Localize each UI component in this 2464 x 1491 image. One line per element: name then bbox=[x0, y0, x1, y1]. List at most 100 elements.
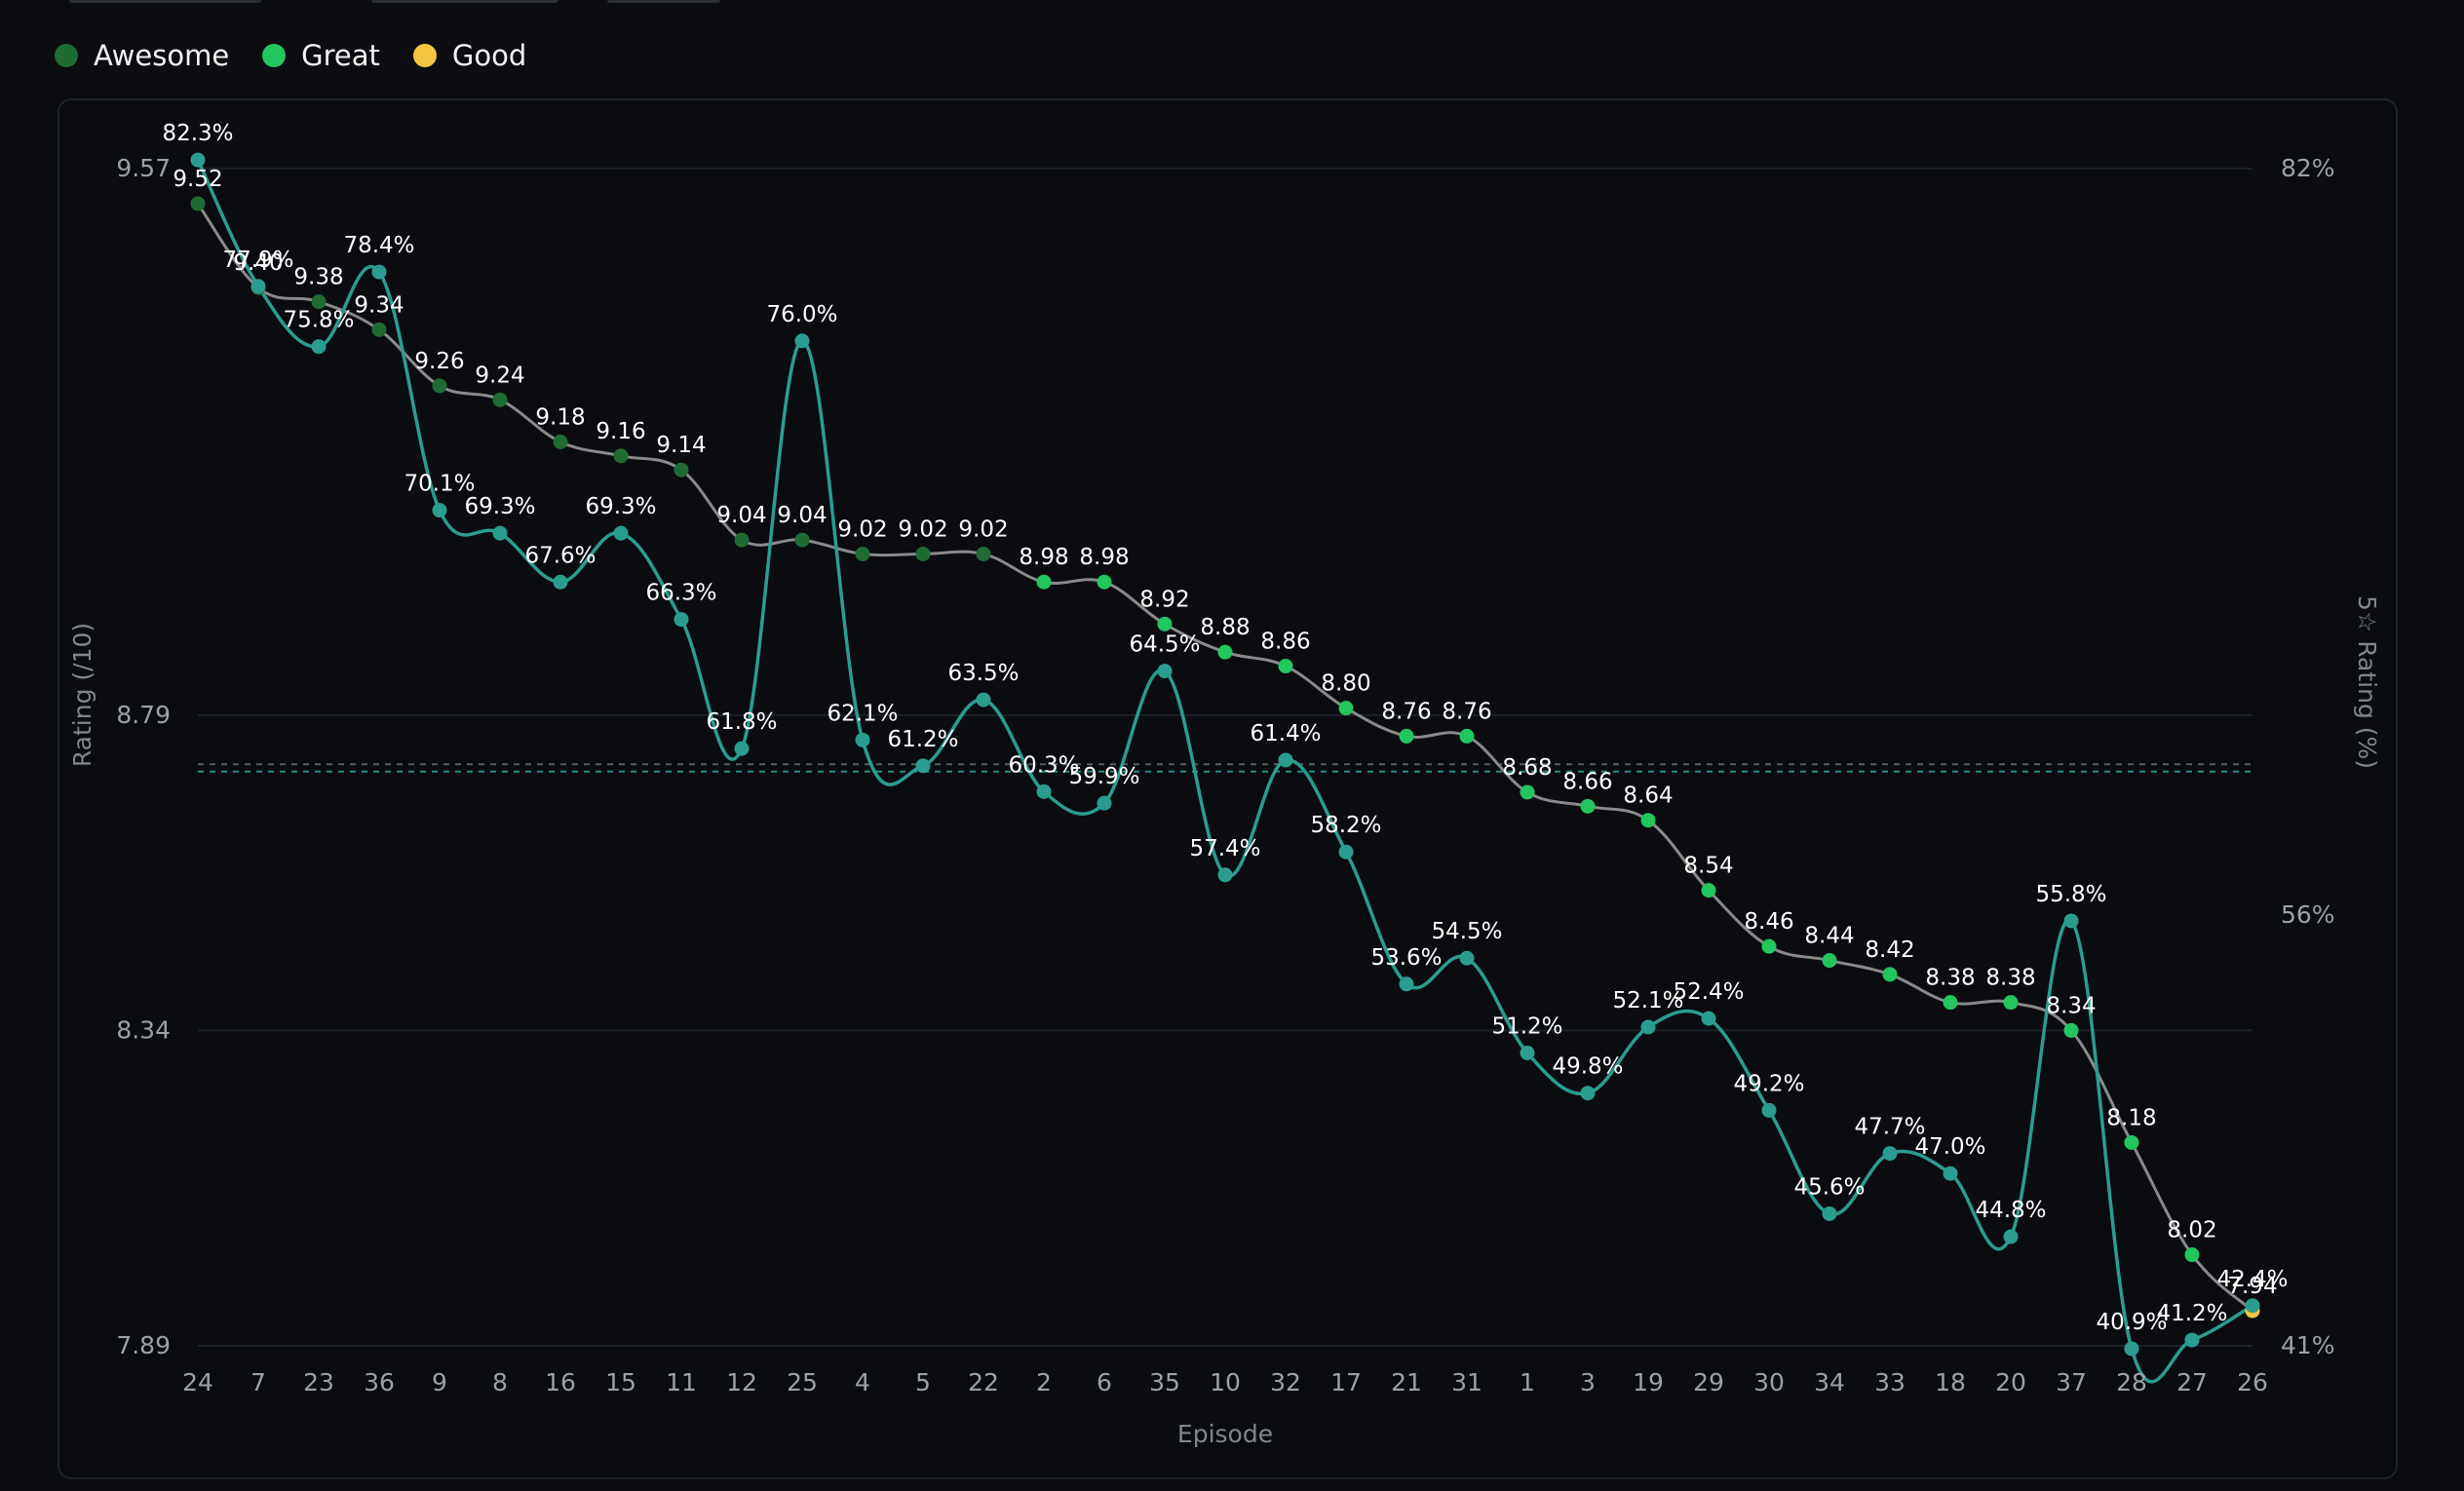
legend-item-good[interactable]: Good bbox=[412, 39, 526, 72]
five-star-data-label: 49.2% bbox=[1733, 1071, 1804, 1096]
y-axis-title: Rating (/10) bbox=[68, 623, 96, 767]
rating-point[interactable] bbox=[1701, 883, 1716, 898]
five-star-point[interactable] bbox=[794, 333, 810, 349]
top-stub bbox=[371, 0, 558, 3]
rating-point[interactable] bbox=[855, 546, 870, 561]
x-tick-label: 24 bbox=[182, 1368, 213, 1396]
rating-point[interactable] bbox=[2063, 1022, 2079, 1038]
five-star-data-label: 76.0% bbox=[766, 302, 837, 327]
five-star-point[interactable] bbox=[1399, 976, 1414, 992]
five-star-data-label: 61.8% bbox=[706, 709, 777, 735]
x-tick-label: 31 bbox=[1451, 1368, 1482, 1396]
rating-point[interactable] bbox=[1097, 574, 1112, 590]
five-star-point[interactable] bbox=[2124, 1341, 2139, 1357]
five-star-point[interactable] bbox=[1278, 752, 1293, 768]
five-star-point[interactable] bbox=[976, 692, 991, 707]
x-tick-label: 3 bbox=[1580, 1368, 1596, 1396]
legend-label: Awesome bbox=[94, 39, 230, 72]
y2-axis-title: 5☆ Rating (%) bbox=[2353, 595, 2381, 769]
five-star-point[interactable] bbox=[432, 503, 447, 518]
five-star-point[interactable] bbox=[2184, 1332, 2200, 1348]
rating-point[interactable] bbox=[1580, 798, 1596, 814]
five-star-point[interactable] bbox=[1701, 1011, 1716, 1026]
rating-point[interactable] bbox=[553, 434, 568, 449]
five-star-point[interactable] bbox=[1882, 1146, 1898, 1162]
five-star-data-label: 69.3% bbox=[585, 494, 656, 519]
five-star-point[interactable] bbox=[1580, 1086, 1596, 1101]
rating-point[interactable] bbox=[1278, 659, 1293, 674]
five-star-point[interactable] bbox=[1761, 1102, 1777, 1118]
five-star-point[interactable] bbox=[1459, 950, 1475, 966]
rating-point[interactable] bbox=[1640, 813, 1656, 828]
rating-data-label: 8.54 bbox=[1683, 854, 1733, 879]
legend-item-awesome[interactable]: Awesome bbox=[55, 39, 229, 72]
rating-data-label: 8.02 bbox=[2167, 1218, 2216, 1243]
rating-point[interactable] bbox=[1338, 701, 1354, 716]
rating-point[interactable] bbox=[1217, 644, 1233, 660]
rating-point[interactable] bbox=[371, 322, 387, 337]
x-tick-label: 15 bbox=[605, 1368, 636, 1396]
five-star-point[interactable] bbox=[553, 574, 568, 590]
five-star-point[interactable] bbox=[1822, 1205, 1837, 1221]
five-star-point[interactable] bbox=[250, 279, 266, 294]
rating-point[interactable] bbox=[2003, 995, 2019, 1011]
rating-line bbox=[196, 203, 2254, 1313]
x-axis-title: Episode bbox=[1177, 1420, 1273, 1448]
x-tick-label: 37 bbox=[2056, 1368, 2087, 1396]
rating-point[interactable] bbox=[1459, 728, 1475, 744]
x-tick-label: 7 bbox=[250, 1368, 266, 1396]
five-star-point[interactable] bbox=[1036, 784, 1052, 799]
rating-point[interactable] bbox=[734, 532, 750, 548]
five-star-point[interactable] bbox=[1217, 867, 1233, 883]
rating-point[interactable] bbox=[915, 546, 931, 561]
five-star-point[interactable] bbox=[2063, 913, 2079, 929]
five-star-point[interactable] bbox=[311, 339, 327, 355]
rating-data-label: 9.04 bbox=[777, 503, 827, 528]
legend-item-great[interactable]: Great bbox=[262, 39, 380, 72]
five-star-point[interactable] bbox=[371, 264, 387, 280]
rating-point[interactable] bbox=[794, 532, 810, 548]
five-star-point[interactable] bbox=[2245, 1298, 2260, 1314]
five-star-point[interactable] bbox=[1640, 1019, 1656, 1035]
rating-point[interactable] bbox=[1943, 995, 1958, 1011]
five-star-point[interactable] bbox=[613, 525, 629, 541]
y-tick-label: 7.89 bbox=[116, 1331, 171, 1359]
rating-point[interactable] bbox=[190, 196, 206, 211]
x-tick-label: 33 bbox=[1874, 1368, 1906, 1396]
rating-point[interactable] bbox=[1399, 728, 1414, 744]
five-star-point[interactable] bbox=[1338, 844, 1354, 860]
rating-point[interactable] bbox=[2184, 1247, 2200, 1263]
five-star-point[interactable] bbox=[734, 741, 750, 756]
rating-data-label: 9.18 bbox=[535, 404, 585, 430]
five-star-point[interactable] bbox=[1157, 664, 1173, 679]
rating-point[interactable] bbox=[613, 448, 629, 464]
rating-point[interactable] bbox=[1882, 967, 1898, 982]
five-star-point[interactable] bbox=[492, 525, 508, 541]
x-tick-label: 34 bbox=[1814, 1368, 1845, 1396]
rating-point[interactable] bbox=[2124, 1134, 2139, 1150]
five-star-point[interactable] bbox=[1943, 1166, 1958, 1181]
rating-point[interactable] bbox=[1036, 574, 1052, 590]
five-star-point[interactable] bbox=[674, 612, 689, 628]
rating-point[interactable] bbox=[1520, 784, 1535, 800]
five-star-point[interactable] bbox=[2003, 1229, 2019, 1244]
rating-data-label: 8.98 bbox=[1019, 545, 1068, 570]
five-star-point[interactable] bbox=[1520, 1045, 1535, 1060]
five-star-point[interactable] bbox=[915, 758, 931, 774]
five-star-point[interactable] bbox=[1097, 795, 1112, 811]
five-star-point[interactable] bbox=[190, 152, 206, 168]
rating-point[interactable] bbox=[1157, 616, 1173, 631]
five-star-point[interactable] bbox=[855, 732, 870, 747]
x-tick-label: 19 bbox=[1633, 1368, 1664, 1396]
rating-point[interactable] bbox=[311, 294, 327, 310]
rating-data-label: 8.92 bbox=[1139, 587, 1189, 612]
x-tick-label: 21 bbox=[1391, 1368, 1422, 1396]
x-tick-label: 28 bbox=[2116, 1368, 2147, 1396]
rating-point[interactable] bbox=[492, 392, 508, 407]
rating-point[interactable] bbox=[1822, 953, 1837, 969]
rating-point[interactable] bbox=[674, 462, 689, 478]
rating-point[interactable] bbox=[432, 378, 447, 394]
rating-point[interactable] bbox=[976, 546, 991, 561]
rating-point[interactable] bbox=[1761, 938, 1777, 954]
rating-data-label: 8.38 bbox=[1985, 966, 2035, 991]
